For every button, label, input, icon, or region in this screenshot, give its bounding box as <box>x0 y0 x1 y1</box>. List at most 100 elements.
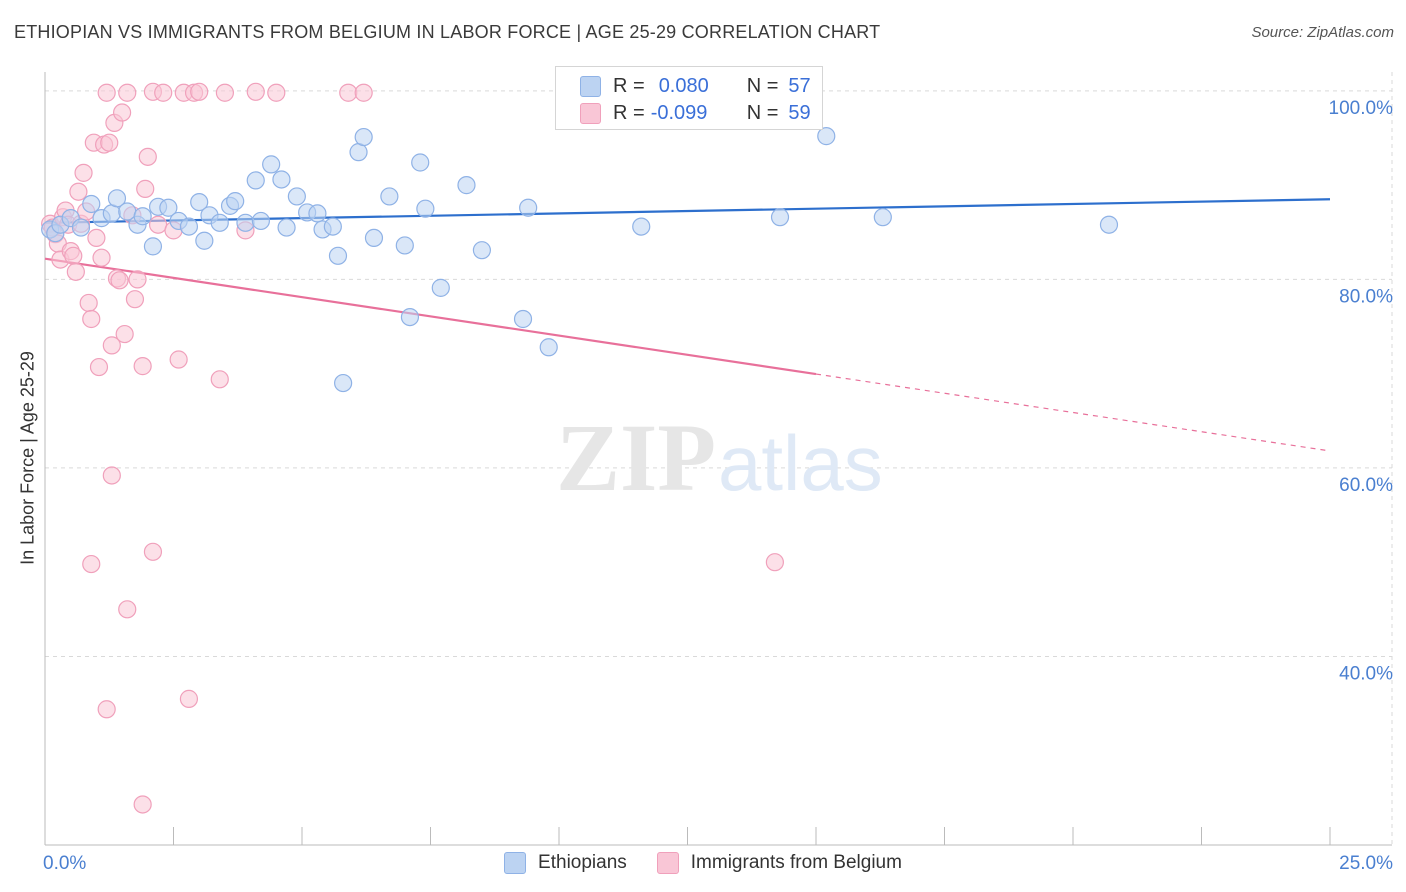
data-point <box>154 83 173 102</box>
y-tick-label: 80.0% <box>1339 286 1393 307</box>
source-label: Source: ZipAtlas.com <box>1251 24 1394 41</box>
data-point <box>69 182 88 201</box>
data-point <box>159 198 178 217</box>
data-point <box>210 213 229 232</box>
data-point <box>195 231 214 250</box>
data-point <box>179 689 199 708</box>
data-point <box>354 83 373 102</box>
data-point <box>190 82 209 101</box>
data-point <box>97 83 116 102</box>
data-point <box>143 237 163 256</box>
data-point <box>246 82 265 101</box>
y-tick-label: 60.0% <box>1339 475 1393 496</box>
legend-swatch-blue <box>580 75 601 97</box>
watermark-atlas: atlas <box>718 419 883 507</box>
y-tick-label: 40.0% <box>1339 663 1393 684</box>
legend-r-value: -0.099 <box>650 101 708 124</box>
legend-n-value: 59 <box>788 101 811 124</box>
data-point <box>190 192 209 212</box>
data-point <box>416 199 435 218</box>
y-tick-label: 100.0% <box>1329 98 1394 119</box>
data-point <box>107 189 127 208</box>
y-axis-label: In Labor Force | Age 25-29 <box>17 351 38 565</box>
data-point <box>112 103 132 122</box>
legend-item-belgium: Immigrants from Belgium <box>656 852 902 874</box>
chart-title: ETHIOPIAN VS IMMIGRANTS FROM BELGIUM IN … <box>14 22 881 42</box>
data-point <box>100 133 119 152</box>
data-point <box>267 83 286 102</box>
data-point <box>82 194 101 214</box>
legend-label-belgium: Immigrants from Belgium <box>690 852 902 873</box>
legend-swatch-pink <box>580 102 601 124</box>
trend-line-solid <box>44 257 817 376</box>
data-point <box>133 357 152 376</box>
data-point <box>472 241 491 260</box>
legend-n-value: 57 <box>788 74 811 97</box>
trend-line-dashed <box>815 373 1331 452</box>
data-point <box>539 338 558 357</box>
data-point <box>71 218 91 237</box>
data-point <box>128 270 147 289</box>
data-point <box>262 155 281 174</box>
watermark-zip: ZIP <box>556 404 716 511</box>
legend-n-label: N = <box>746 74 779 97</box>
data-point <box>133 795 152 814</box>
data-point <box>64 246 83 265</box>
data-point <box>102 336 121 355</box>
data-point <box>66 262 85 281</box>
data-point <box>770 208 790 227</box>
points-belgium <box>41 82 784 814</box>
legend-label-ethiopians: Ethiopians <box>538 852 627 873</box>
data-point <box>457 176 476 195</box>
legend-item-ethiopians: Ethiopians <box>504 852 627 874</box>
legend-swatch-belgium <box>656 852 679 874</box>
data-point <box>102 204 121 223</box>
data-point <box>138 147 157 166</box>
data-point <box>97 700 116 719</box>
data-point <box>349 143 368 162</box>
correlation-legend: R = 0.080 N = 57 R = -0.099 N = 59 <box>555 66 823 130</box>
data-point <box>102 466 121 485</box>
data-point <box>226 192 245 211</box>
data-point <box>287 187 306 206</box>
data-point <box>89 357 109 377</box>
data-point <box>110 271 129 290</box>
legend-r-label: R = <box>613 101 645 124</box>
data-point <box>364 228 384 248</box>
data-point <box>74 163 93 182</box>
trend-belgium <box>44 257 1331 452</box>
data-point <box>251 211 270 231</box>
data-point <box>632 217 651 236</box>
points-ethiopians <box>41 127 1119 393</box>
data-point <box>246 171 265 190</box>
data-point <box>339 83 358 102</box>
data-point <box>323 217 342 236</box>
legend-swatch-ethiopians <box>504 852 527 874</box>
data-point <box>169 350 188 369</box>
data-point <box>1099 215 1119 234</box>
data-point <box>125 290 145 309</box>
data-point <box>328 246 348 265</box>
axes <box>44 72 1392 846</box>
data-point <box>308 204 327 223</box>
data-point <box>513 309 533 329</box>
x-tick-labels: 0.0% 25.0% <box>43 853 1393 874</box>
legend-row-belgium: R = -0.099 N = 59 <box>580 100 811 126</box>
y-tick-labels: 100.0% 80.0% 60.0% 40.0% <box>1329 98 1394 685</box>
data-point <box>115 324 134 344</box>
data-point <box>82 309 101 329</box>
data-point <box>118 600 137 619</box>
data-point <box>236 213 255 232</box>
series-legend: Ethiopians Immigrants from Belgium <box>0 852 1406 874</box>
x-tick-label: 0.0% <box>43 853 86 874</box>
data-point <box>431 278 450 297</box>
data-point <box>873 208 892 227</box>
data-point <box>411 153 430 172</box>
data-point <box>395 236 414 255</box>
legend-row-ethiopians: R = 0.080 N = 57 <box>580 73 811 99</box>
data-point <box>334 373 353 393</box>
data-point <box>277 218 296 237</box>
data-point <box>79 293 98 313</box>
legend-n-label: N = <box>746 101 779 124</box>
data-point <box>82 554 101 574</box>
